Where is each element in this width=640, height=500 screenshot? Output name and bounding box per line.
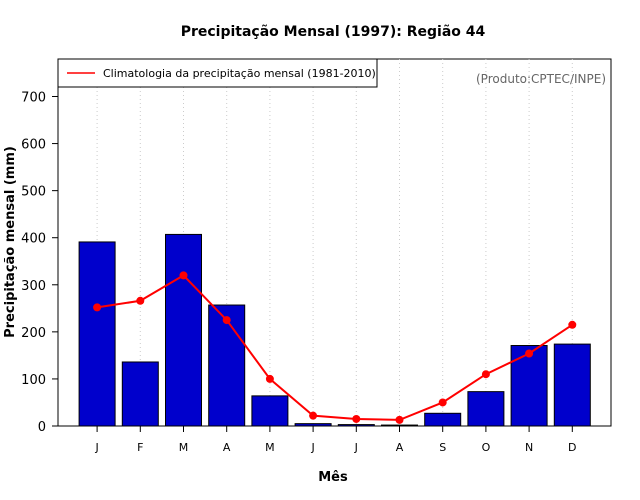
climatology-point-5 [265,374,274,383]
y-tick-label: 400 [21,232,46,247]
x-tick-label: M [265,441,275,454]
y-tick-label: 0 [38,420,46,435]
y-tick-label: 300 [21,279,46,294]
bar-10 [467,391,505,427]
bar-2 [121,361,159,427]
bar-11 [510,345,548,427]
x-tick-label: J [354,441,358,454]
x-tick-label: S [439,441,446,454]
x-tick-label: A [396,441,404,454]
y-axis-label: Precipitação mensal (mm) [3,146,18,338]
x-tick-label: J [94,441,98,454]
bar-6 [294,423,332,427]
bar-8 [381,424,418,427]
climatology-point-8 [395,415,404,424]
x-tick-label: N [525,441,533,454]
climatology-point-12 [568,320,577,329]
bar-9 [424,412,462,427]
climatology-line [96,274,573,421]
bar-12 [553,343,591,427]
credit-text: (Produto:CPTEC/INPE) [476,72,606,86]
climatology-point-1 [93,303,102,312]
x-tick-label: A [223,441,231,454]
climatology-point-7 [352,414,361,423]
y-tick-label: 600 [21,138,46,153]
x-tick-label: J [310,441,314,454]
y-tick-label: 500 [21,185,46,200]
legend-box [57,58,378,88]
climatology-point-4 [222,316,231,325]
climatology-point-6 [309,411,318,420]
legend-label-climatology: Climatologia da precipitação mensal (198… [103,67,376,80]
bar-7 [337,424,375,427]
x-tick-label: D [568,441,576,454]
climatology-series [93,271,577,424]
x-axis-label: Mês [318,470,348,485]
bar-5 [251,395,289,427]
climatology-point-11 [525,349,534,358]
y-tick-label: 200 [21,326,46,341]
chart-title: Precipitação Mensal (1997): Região 44 [181,24,486,40]
bar-3 [165,233,202,427]
bar-1 [78,241,116,427]
y-tick-label: 100 [21,373,46,388]
climatology-point-3 [179,271,188,280]
climatology-point-10 [481,370,490,379]
bar-series [78,233,591,427]
climatology-point-2 [136,296,145,305]
y-tick-label: 700 [21,91,46,106]
legend: Climatologia da precipitação mensal (198… [57,58,378,88]
x-tick-label: O [482,441,491,454]
y-axis: 0 100 200 300 400 500 600 700 [21,91,58,435]
x-tick-label: F [137,441,143,454]
climatology-point-9 [438,398,447,407]
x-tick-label: M [179,441,189,454]
